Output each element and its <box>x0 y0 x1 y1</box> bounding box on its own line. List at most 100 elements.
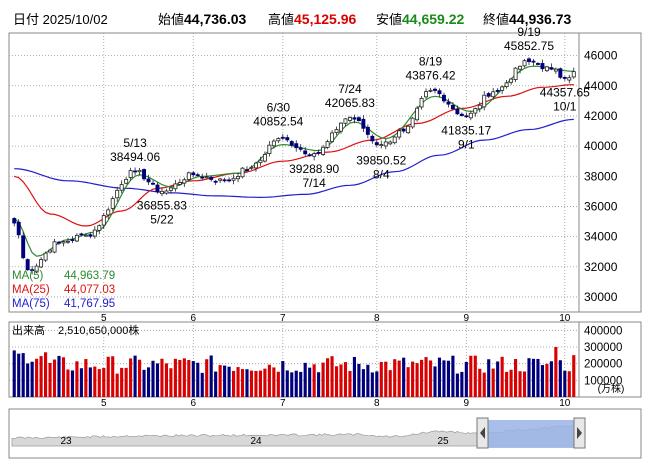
candle-body <box>397 130 402 138</box>
volume-bar <box>160 358 164 397</box>
volume-bar <box>339 364 343 397</box>
candle-body <box>518 65 523 70</box>
volume-bar <box>223 365 227 397</box>
navigator-selection[interactable] <box>488 420 574 448</box>
volume-bar <box>21 353 25 397</box>
volume-bar <box>93 366 97 397</box>
candle-body <box>25 259 30 271</box>
annotation-date: 6/30 <box>267 100 291 114</box>
navigator-year-label: 25 <box>437 436 449 447</box>
annotation-date: 8/19 <box>419 55 443 69</box>
volume-bar <box>357 363 361 397</box>
candle-body <box>455 108 460 115</box>
candle-body <box>500 86 505 91</box>
candle-body <box>540 63 545 70</box>
volume-bar <box>245 369 249 397</box>
annotation-price: 42065.83 <box>325 96 375 110</box>
volume-bar <box>312 364 316 397</box>
volume-bar <box>505 371 509 397</box>
volume-bar <box>428 360 433 397</box>
annotation-date: 10/1 <box>553 99 577 113</box>
volume-bar <box>514 359 518 397</box>
volume-bar <box>531 358 536 397</box>
candle-body <box>97 225 102 231</box>
candle-body <box>415 107 420 121</box>
candle-body <box>168 187 173 191</box>
candle-body <box>441 94 446 102</box>
price-y-tick: 34000 <box>584 230 618 244</box>
volume-bar <box>75 361 79 397</box>
candle-body <box>401 128 406 132</box>
candle-body <box>504 82 509 88</box>
candle-body <box>227 179 232 182</box>
legend-value: 44,963.79 <box>64 270 115 282</box>
volume-bar <box>240 369 245 397</box>
navigator-left-handle[interactable] <box>476 417 489 449</box>
candlesticks <box>12 57 576 275</box>
candle-body <box>343 118 348 124</box>
volume-bar <box>348 370 352 397</box>
ma25-line <box>14 84 574 227</box>
volume-bar <box>473 355 477 397</box>
volume-bar <box>102 367 106 397</box>
candle-body <box>294 143 299 149</box>
volume-bar <box>375 371 379 397</box>
open-field: 始値44,736.03 <box>158 9 246 28</box>
candle-body <box>356 117 361 122</box>
volume-bar <box>115 373 119 397</box>
candle-body <box>173 183 178 190</box>
price-x-axis: 5 6 7 8 9 10 <box>101 313 571 324</box>
volume-bar <box>61 357 66 397</box>
volume-bar <box>567 371 571 397</box>
volume-title: 出来高 <box>12 323 45 337</box>
volume-x-tick: 6 <box>191 398 197 409</box>
volume-x-tick: 7 <box>280 398 286 409</box>
volume-bar <box>509 369 513 397</box>
candle-body <box>325 141 330 148</box>
volume-bar <box>88 367 92 397</box>
candle-body <box>204 176 209 179</box>
volume-bar <box>191 361 195 397</box>
navigator-right-handle[interactable] <box>573 417 586 449</box>
candle-body <box>316 152 321 154</box>
volume-bar <box>549 361 553 397</box>
candle-body <box>437 90 442 95</box>
volume-bar <box>442 360 446 397</box>
volume-bar <box>384 361 388 397</box>
high-label: 高値 <box>268 12 295 27</box>
candle-body <box>245 169 249 172</box>
volume-bar <box>420 359 424 397</box>
candle-body <box>110 198 115 209</box>
candle-body <box>200 176 205 179</box>
volume-bar <box>285 370 289 397</box>
candle-body <box>276 138 281 142</box>
candle-body <box>119 184 124 191</box>
volume-bar <box>294 370 298 397</box>
candle-body <box>92 229 97 237</box>
candle-body <box>280 136 285 139</box>
candle-body <box>388 141 393 145</box>
volume-bar <box>522 371 527 397</box>
price-y-tick: 36000 <box>584 199 618 213</box>
candle-body <box>79 233 84 236</box>
volume-bar <box>12 350 16 397</box>
candle-body <box>106 209 111 216</box>
candle-body <box>522 60 527 67</box>
volume-bar <box>540 365 544 397</box>
navigator-year-label: 24 <box>250 436 262 447</box>
volume-bar <box>79 368 83 397</box>
candle-body <box>482 94 487 108</box>
volume-bar <box>263 368 267 397</box>
date-label: 日付 <box>13 12 40 27</box>
volume-bar <box>402 357 406 397</box>
candle-body <box>191 172 196 176</box>
volume-bar <box>545 363 549 397</box>
candle-body <box>137 169 142 173</box>
candle-body <box>486 93 491 97</box>
candle-body <box>271 140 276 147</box>
volume-bar <box>446 360 450 397</box>
candle-body <box>531 60 536 63</box>
annotation-price: 43876.42 <box>405 69 455 83</box>
candle-body <box>392 136 397 144</box>
